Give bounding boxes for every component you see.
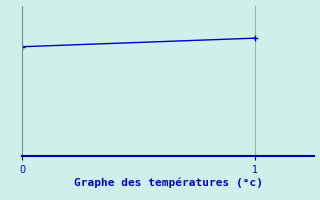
X-axis label: Graphe des températures (°c): Graphe des températures (°c): [74, 178, 262, 188]
